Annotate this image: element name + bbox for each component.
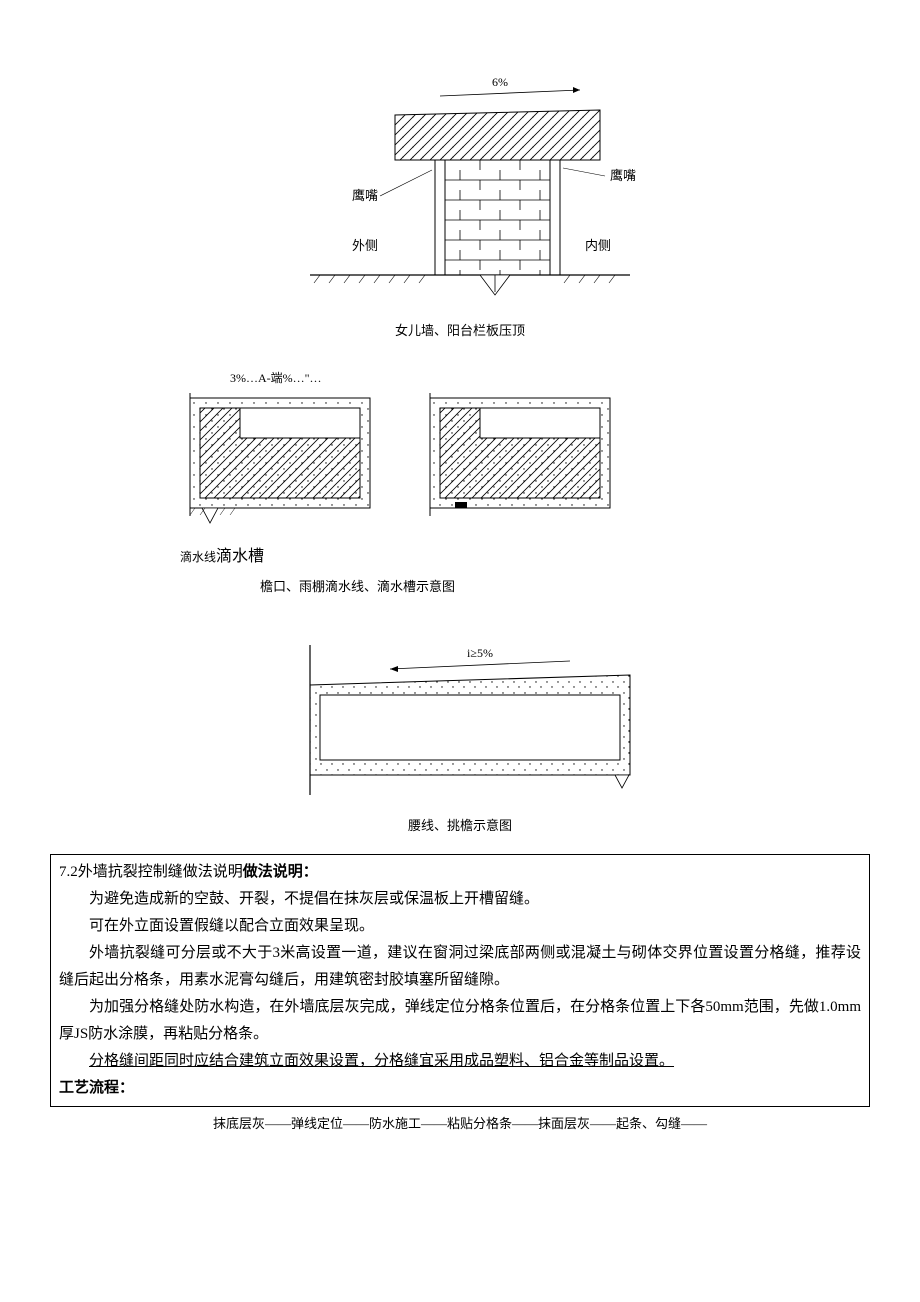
figure-2-caption: 檐口、雨棚滴水线、滴水槽示意图 (260, 576, 455, 595)
figure-2-right-svg (420, 388, 620, 538)
heading-bold: 做法说明： (243, 864, 318, 880)
section-heading: 7.2外墙抗裂控制缝做法说明做法说明： (59, 859, 861, 886)
p5: 分格缝间距同时应结合建筑立面效果设置，分格缝宜采用成品塑料、铝合金等制品设置。 (59, 1048, 861, 1075)
p4: 为加强分格缝处防水构造，在外墙底层灰完成，弹线定位分格条位置后，在分格条位置上下… (59, 994, 861, 1048)
figure-2-block: 3%…A-端%…"… (0, 369, 920, 595)
p2: 可在外立面设置假缝以配合立面效果呈现。 (59, 913, 861, 940)
figure-1-block: 6% 鹰嘴 外侧 鹰嘴 (0, 70, 920, 339)
figure-1-caption: 女儿墙、阳台栏板压顶 (395, 320, 525, 339)
figure-2-row (180, 388, 620, 538)
p3: 外墙抗裂缝可分层或不大于3米高设置一道，建议在窗洞过梁底部两侧或混凝土与砌体交界… (59, 940, 861, 994)
process-title: 工艺流程： (59, 1075, 861, 1102)
figure-3-svg: i≥5% (270, 635, 650, 805)
fig2-bl-1: 滴水线 (180, 550, 216, 564)
process-steps: 抹底层灰――弹线定位――防水施工――粘贴分格条――抹面层灰――起条、勾缝―― (0, 1113, 920, 1132)
fig2-bottom-label: 滴水线滴水槽 (180, 542, 264, 566)
fig1-right-label-2: 内侧 (585, 238, 611, 253)
heading-plain: 外墙抗裂控制缝做法说明 (78, 864, 243, 880)
fig1-slope-label: 6% (492, 75, 508, 89)
heading-number: 7.2 (59, 864, 78, 880)
fig1-left-label-1: 鹰嘴 (352, 188, 378, 203)
fig2-top-label: 3%…A-端%…"… (230, 369, 322, 386)
fig1-right-label-1: 鹰嘴 (610, 168, 636, 183)
fig2-bl-2: 滴水槽 (216, 548, 264, 565)
p1: 为避免造成新的空鼓、开裂，不提倡在抹灰层或保温板上开槽留缝。 (59, 886, 861, 913)
figure-1-svg: 6% 鹰嘴 外侧 鹰嘴 (280, 70, 640, 310)
fig3-slope-label: i≥5% (467, 646, 493, 660)
figure-3-caption: 腰线、挑檐示意图 (408, 815, 512, 834)
fig1-left-label-2: 外侧 (352, 238, 378, 253)
page: 6% 鹰嘴 外侧 鹰嘴 (0, 70, 920, 1132)
figure-2-left-svg (180, 388, 380, 538)
figure-3-block: i≥5% 腰线、挑檐示意图 (0, 635, 920, 834)
text-section: 7.2外墙抗裂控制缝做法说明做法说明： 为避免造成新的空鼓、开裂，不提倡在抹灰层… (50, 854, 870, 1107)
